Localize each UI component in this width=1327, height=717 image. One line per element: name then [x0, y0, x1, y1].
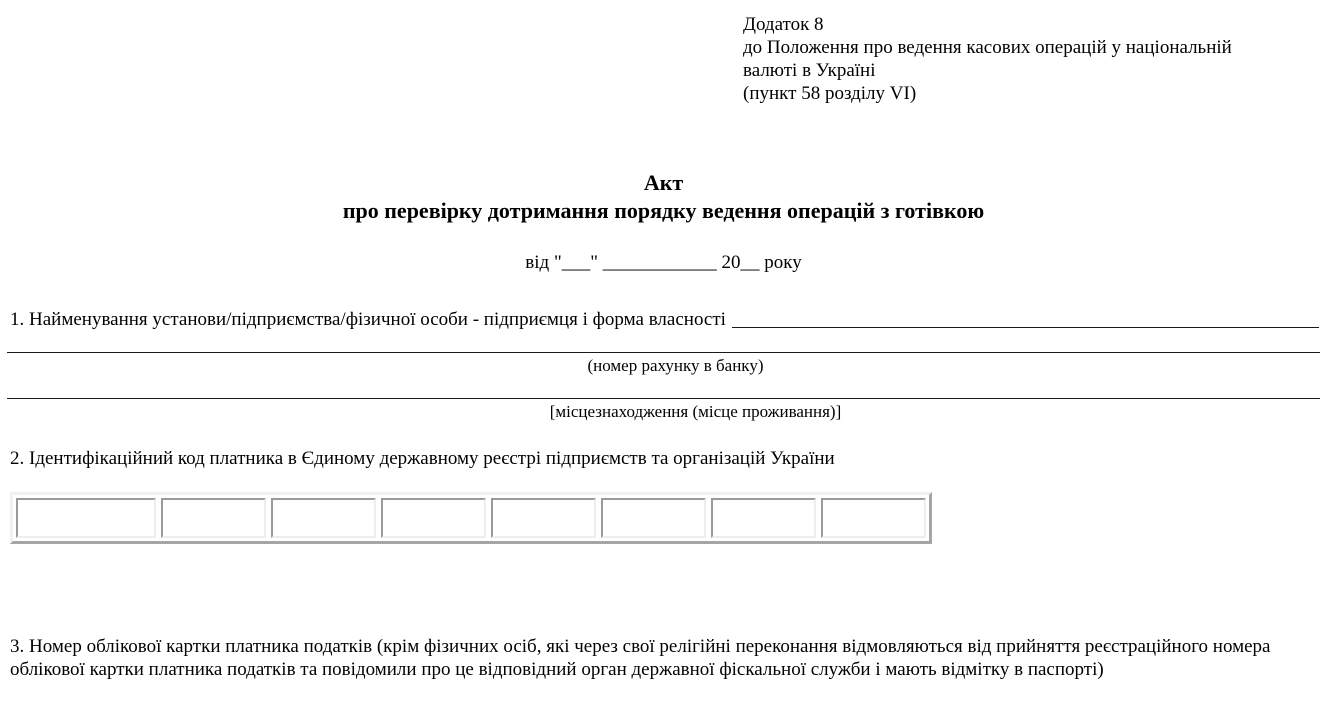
edrpou-code-cell[interactable] [381, 498, 486, 538]
edrpou-code-cell[interactable] [16, 498, 156, 538]
caption-bank-account: (номер рахунку в банку) [587, 356, 764, 375]
appendix-note-line: валюті в Україні [743, 60, 876, 81]
document-title-line-1: Акт [643, 170, 684, 195]
section-1-label: 1. Найменування установи/підприємства/фі… [10, 309, 726, 330]
blank-line-ownership-form [731, 308, 1319, 328]
blank-line-location [7, 398, 1320, 399]
section-1: 1. Найменування установи/підприємства/фі… [10, 308, 1319, 331]
appendix-note-line: (пункт 58 розділу VI) [743, 83, 917, 104]
section-3-label: 3. Номер облікової картки платника подат… [10, 636, 1271, 680]
section-2-label: 2. Ідентифікаційний код платника в Єдино… [10, 448, 835, 469]
blank-line-bank-account [7, 352, 1320, 353]
date-line: від "___" ____________ 20__ року [525, 252, 802, 273]
edrpou-code-cell[interactable] [601, 498, 706, 538]
appendix-note-line: до Положення про ведення касових операці… [743, 37, 1232, 58]
edrpou-code-cell[interactable] [491, 498, 596, 538]
appendix-note: Додаток 8 до Положення про ведення касов… [743, 13, 1318, 105]
edrpou-code-cell[interactable] [821, 498, 926, 538]
edrpou-code-cell[interactable] [161, 498, 266, 538]
document-title: Акт про перевірку дотримання порядку вед… [0, 169, 1327, 225]
appendix-note-line: Додаток 8 [743, 14, 824, 35]
edrpou-code-cell[interactable] [271, 498, 376, 538]
edrpou-code-cell[interactable] [711, 498, 816, 538]
caption-location: [місцезнаходження (місце проживання)] [549, 402, 842, 421]
edrpou-code-grid [10, 492, 932, 544]
document-title-line-2: про перевірку дотримання порядку ведення… [342, 198, 985, 223]
